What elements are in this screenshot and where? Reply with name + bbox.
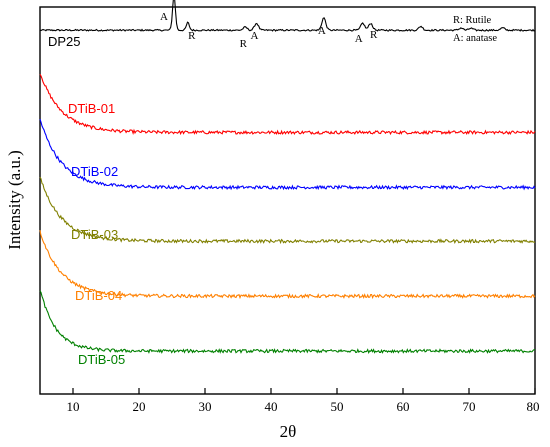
y-axis-title: Intensity (a.u.) [5,150,24,250]
plot-frame [39,6,536,395]
peak-label-anatase: A [318,25,326,37]
peak-label-anatase: A [160,11,168,23]
series-line-dtib-02 [39,118,536,191]
series-line-dtib-05 [39,290,536,354]
series-line-dp25 [39,0,536,32]
x-tick-label: 70 [463,399,476,414]
legend-anatase: A: anatase [453,33,497,44]
x-tick-label: 20 [133,399,146,414]
x-tick-label: 80 [527,399,540,414]
series-label-dtib-02: DTiB-02 [71,164,118,179]
peak-label-rutile: R [240,38,248,50]
peak-label-rutile: R [188,30,196,42]
peak-label-anatase: A [251,30,259,42]
series-line-dtib-03 [39,176,536,245]
x-tick-label: 50 [331,399,344,414]
series-label-dtib-05: DTiB-05 [78,352,125,367]
legend-rutile: R: Rutile [453,15,492,26]
series-label-dtib-01: DTiB-01 [68,101,115,116]
peak-label-anatase: A [355,33,363,45]
peak-label-rutile: R [370,29,378,41]
x-tick-label: 60 [397,399,410,414]
x-tick-label: 10 [67,399,80,414]
series-line-dtib-01 [39,74,536,136]
series-line-dtib-04 [39,230,536,300]
series-label-dp25: DP25 [48,34,81,49]
x-axis-title: 2θ [280,422,297,441]
x-tick-label: 30 [199,399,212,414]
series-label-dtib-04: DTiB-04 [75,288,122,303]
x-tick-label: 40 [265,399,278,414]
x-axis-ticks: 10 20 30 40 50 60 70 80 [67,388,540,414]
series-label-dtib-03: DTiB-03 [71,227,118,242]
series-curves [39,0,536,354]
series-labels: DP25 DTiB-01 DTiB-02 DTiB-03 DTiB-04 DTiB-05 [48,34,125,367]
